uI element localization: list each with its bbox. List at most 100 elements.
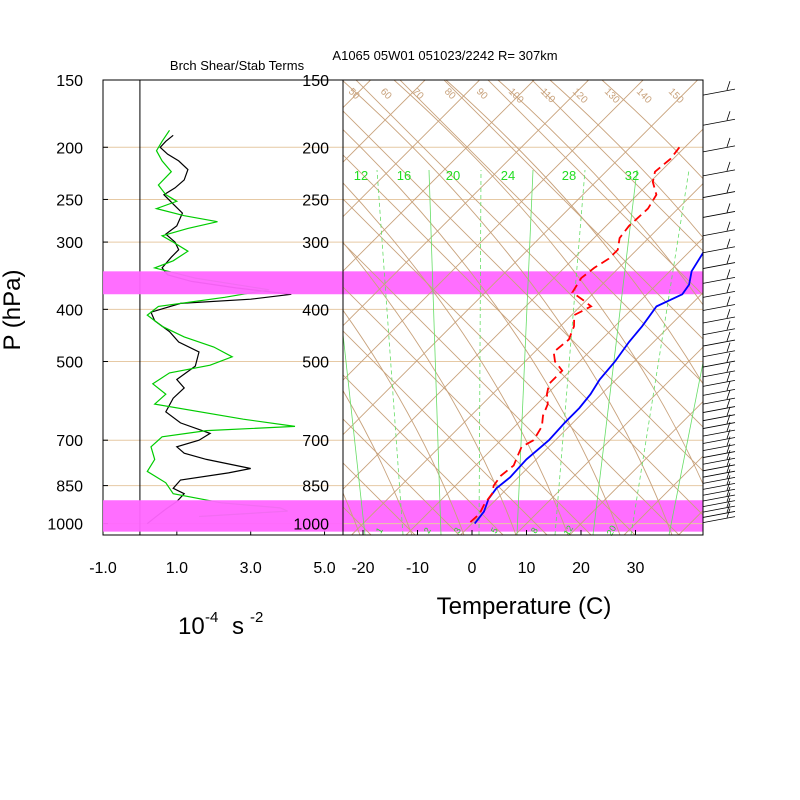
wind-barb-flag bbox=[726, 183, 731, 193]
skewt-x-tick-label: 10 bbox=[518, 560, 536, 577]
mixing-ratio-label: 12 bbox=[354, 168, 368, 183]
skewt-y-tick-label: 1000 bbox=[293, 517, 329, 534]
skewt-moist-adiabat bbox=[343, 128, 621, 535]
shear-y-tick-label: 250 bbox=[56, 192, 83, 209]
shear-x-label-exp: -4 bbox=[205, 609, 218, 626]
wind-barb-flag bbox=[726, 296, 731, 306]
skewt-moist-adiabat bbox=[343, 309, 465, 535]
wind-barb-staff bbox=[702, 505, 736, 513]
skewt-isotherm bbox=[343, 80, 535, 272]
mixing-ratio-bottom-label: 20 bbox=[605, 524, 619, 538]
wind-barb-staff bbox=[702, 429, 736, 437]
shear-y-tick-label: 400 bbox=[56, 302, 83, 319]
wind-barb-staff bbox=[702, 516, 736, 524]
wind-barb-flag bbox=[726, 381, 731, 391]
skewt-dry-adiabat-aux bbox=[399, 80, 703, 384]
wind-barb-flag bbox=[726, 486, 731, 497]
wind-barb-flag bbox=[726, 342, 731, 352]
wind-barb-flag bbox=[726, 436, 731, 446]
wind-barb-flag bbox=[726, 80, 731, 91]
skewt-dry-adiabat-aux bbox=[531, 80, 703, 252]
wind-barb-flag bbox=[726, 372, 731, 382]
wind-barb-flag bbox=[726, 497, 731, 508]
wind-barb-flag bbox=[726, 161, 731, 171]
shear-x-tick-label: 5.0 bbox=[313, 560, 335, 577]
skewt-dry-adiabat-aux bbox=[343, 110, 703, 472]
wind-barb-staff bbox=[702, 470, 736, 478]
shear-x-tick-label: 3.0 bbox=[240, 560, 262, 577]
skewt-isotherm bbox=[351, 182, 703, 535]
wind-barb-staff bbox=[702, 290, 736, 298]
skewt-isotherm bbox=[343, 80, 589, 327]
skewt-isotherm bbox=[343, 80, 698, 436]
skewt-dry-adiabat-aux bbox=[343, 154, 703, 516]
skewt-trace-1 bbox=[468, 146, 681, 525]
skewt-y-tick-label: 700 bbox=[302, 433, 329, 450]
wind-barb-flag bbox=[726, 398, 731, 408]
skewt-isotherm bbox=[343, 128, 703, 490]
wind-barb-flag bbox=[726, 320, 731, 330]
shear-y-tick-label: 700 bbox=[56, 433, 83, 450]
wind-barb-flag bbox=[726, 450, 731, 460]
wind-barb-staff bbox=[702, 414, 736, 422]
skewt-dry-adiabat-aux bbox=[343, 374, 504, 535]
skewt-mixing-ratio-line bbox=[592, 169, 638, 535]
wind-barb-staff bbox=[702, 483, 736, 490]
wind-barb-flag bbox=[726, 406, 731, 416]
skewt-isotherm bbox=[0, 80, 262, 535]
wind-barb-staff bbox=[702, 406, 736, 413]
skewt-isotherm bbox=[514, 346, 703, 535]
wind-barb-flag bbox=[726, 390, 731, 400]
wind-barb-flag bbox=[726, 137, 731, 148]
mixing-ratio-label: 28 bbox=[562, 168, 576, 183]
skewt-y-tick-label: 500 bbox=[302, 355, 329, 372]
shear-x-label-base: 10 bbox=[178, 613, 205, 640]
skewt-x-tick-label: -10 bbox=[406, 560, 429, 577]
wind-barb-flag bbox=[726, 422, 731, 432]
wind-barb-staff bbox=[702, 118, 736, 126]
wind-barb-staff bbox=[702, 169, 736, 177]
shear-x-label-unit: s bbox=[232, 613, 244, 640]
wind-barb-staff bbox=[702, 350, 736, 358]
shear-y-tick-label: 300 bbox=[56, 235, 83, 252]
wind-barbs bbox=[702, 80, 736, 524]
wind-barb-staff bbox=[702, 379, 736, 387]
skewt-isotherm bbox=[788, 80, 800, 535]
wind-barb-staff bbox=[702, 211, 736, 218]
wind-barb-staff bbox=[702, 191, 736, 198]
wind-barb-flag bbox=[726, 456, 731, 466]
skewt-mixing-ratio-line bbox=[516, 169, 534, 535]
mixing-ratio-bottom-label: 8 bbox=[529, 526, 540, 535]
skewt-x-tick-label: 20 bbox=[572, 560, 590, 577]
skewt-isotherm bbox=[0, 80, 207, 535]
skewt-isotherm bbox=[623, 455, 703, 535]
dry-adiabat-label: 70 bbox=[410, 86, 426, 102]
skewt-trace-0 bbox=[473, 251, 703, 525]
dry-adiabat-label: 150 bbox=[666, 86, 686, 106]
mixing-ratio-bottom-label: 5 bbox=[489, 526, 500, 535]
wind-barb-staff bbox=[702, 464, 736, 472]
dry-adiabat-label: 130 bbox=[602, 86, 622, 106]
wind-barb-flag bbox=[726, 481, 731, 491]
dry-adiabat-label: 60 bbox=[378, 86, 394, 102]
wind-barb-staff bbox=[702, 488, 736, 496]
skewt-isotherm bbox=[678, 509, 703, 535]
skewt-x-tick-label: 30 bbox=[627, 560, 645, 577]
wind-barb-flag bbox=[726, 352, 731, 363]
skewt-isotherm bbox=[343, 80, 426, 163]
skewt-mixing-ratio-line bbox=[478, 169, 482, 535]
wind-barb-staff bbox=[702, 246, 736, 254]
highlight-band-left-1 bbox=[103, 500, 343, 532]
skewt-moist-adiabat bbox=[343, 182, 569, 535]
skewt-moist-adiabat bbox=[343, 389, 413, 535]
shear-stab-panel: 150 200 250 300 400 500 700 850 1000 -1.0 1.0 3.0 5.… bbox=[0, 58, 344, 640]
skewt-isotherm bbox=[405, 237, 703, 535]
shear-y-tick-label: 500 bbox=[56, 355, 83, 372]
wind-barb-staff bbox=[702, 451, 736, 458]
skewt-isotherm bbox=[733, 80, 800, 535]
skewt-dry-adiabat-aux bbox=[343, 198, 680, 535]
skewt-moist-adiabat bbox=[601, 80, 703, 180]
skewt-dry-adiabat-aux bbox=[443, 80, 703, 340]
skewt-isotherm bbox=[569, 400, 703, 535]
